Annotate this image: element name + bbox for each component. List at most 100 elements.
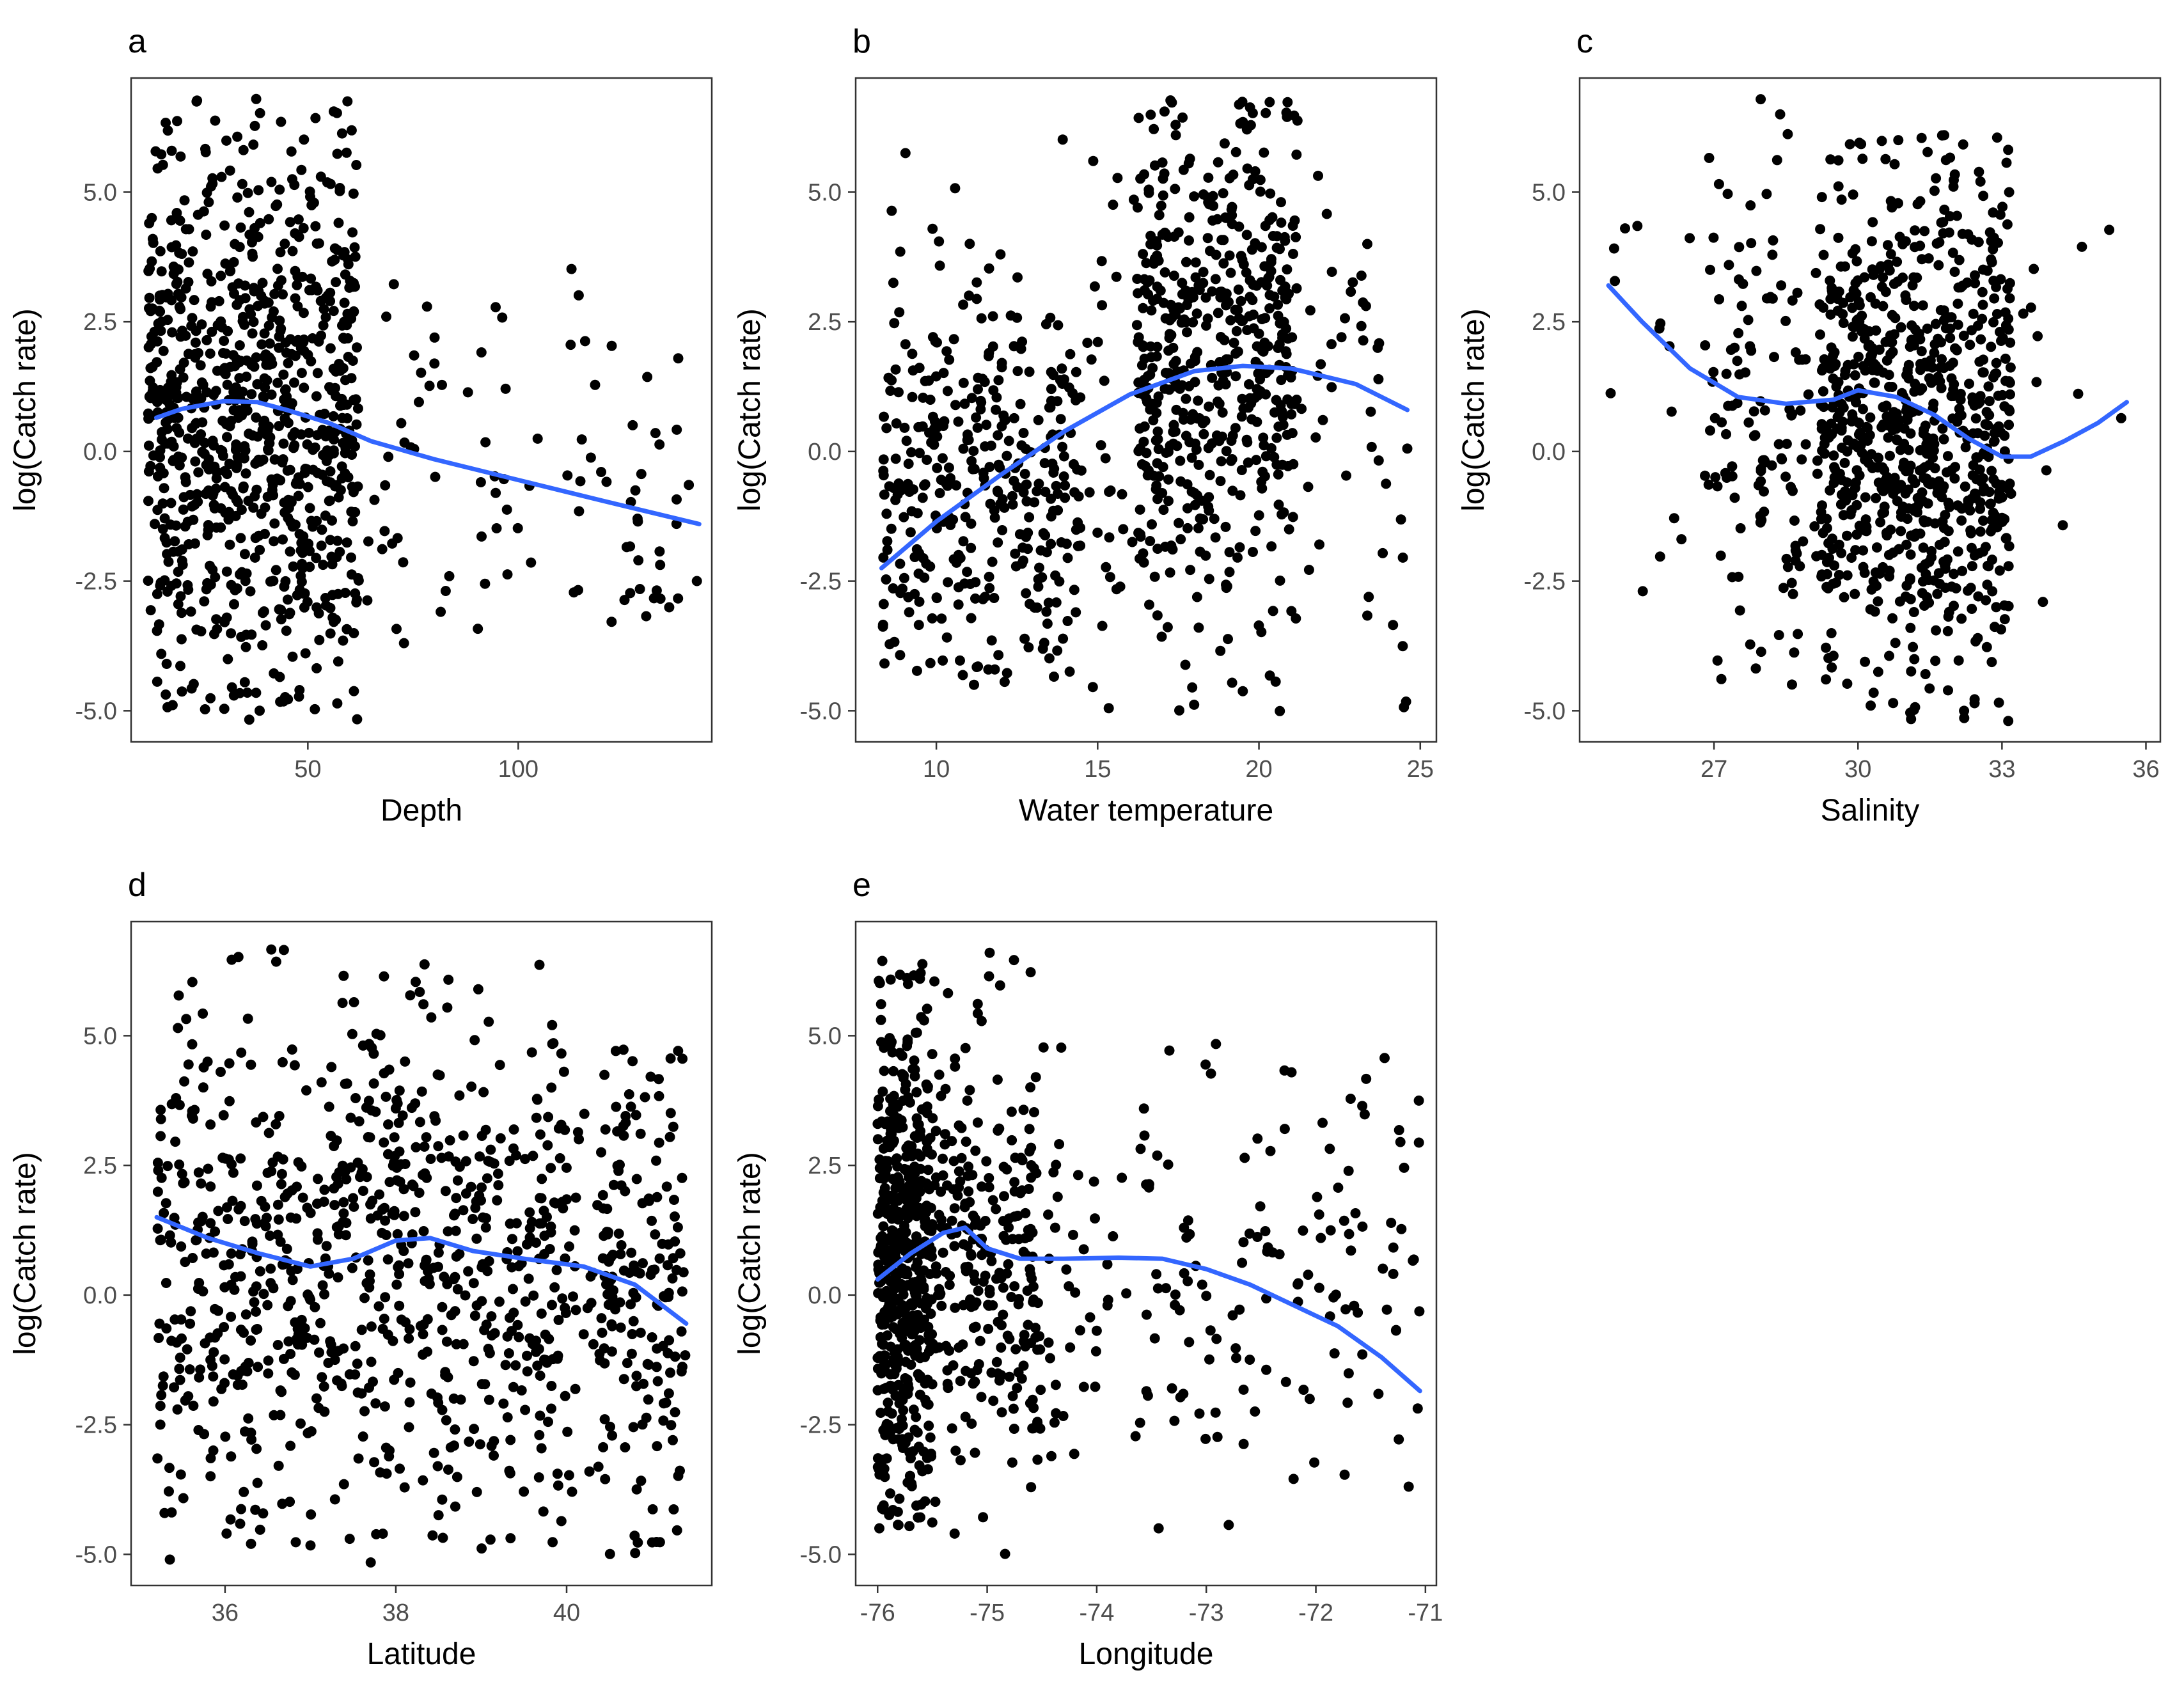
data-point <box>271 201 281 212</box>
data-point <box>1356 320 1367 331</box>
data-point <box>1768 235 1779 246</box>
data-point <box>1861 521 1872 532</box>
data-point <box>1250 1406 1261 1417</box>
data-point <box>437 1325 448 1335</box>
data-point <box>2002 219 2013 230</box>
data-point <box>371 1529 382 1539</box>
data-point <box>411 977 421 987</box>
data-point <box>1314 539 1324 550</box>
data-point <box>626 1348 637 1359</box>
data-point <box>547 1300 557 1310</box>
x-axis-title: Water temperature <box>1019 794 1273 828</box>
data-point <box>1273 421 1284 432</box>
data-point <box>279 394 290 405</box>
data-point <box>263 1368 274 1379</box>
data-point <box>1842 570 1853 581</box>
data-point <box>1071 395 1081 405</box>
data-point <box>1044 653 1055 664</box>
data-point <box>1049 1222 1060 1233</box>
data-point <box>507 1234 517 1245</box>
data-point <box>984 1182 994 1193</box>
data-point <box>618 1374 629 1385</box>
data-point <box>1905 549 1916 560</box>
data-point <box>1906 666 1917 677</box>
data-point <box>1889 329 1900 340</box>
data-point <box>210 1226 221 1237</box>
data-point <box>240 280 251 291</box>
data-point <box>169 1213 180 1223</box>
data-point <box>922 1101 932 1112</box>
data-point <box>265 1231 275 1241</box>
data-point <box>874 1094 884 1105</box>
data-point <box>1052 1192 1063 1202</box>
data-point <box>897 1420 908 1431</box>
data-point <box>891 418 902 429</box>
data-point <box>667 1273 678 1284</box>
data-point <box>189 349 200 359</box>
data-point <box>647 1537 657 1548</box>
data-point <box>914 1335 925 1346</box>
panel-label: c <box>1576 23 1593 60</box>
data-point <box>1227 210 1237 221</box>
data-point <box>677 1362 687 1372</box>
data-point <box>1952 319 1963 330</box>
data-point <box>1238 1438 1249 1449</box>
data-point <box>407 1179 418 1190</box>
data-point <box>228 690 239 701</box>
data-point <box>664 1335 675 1346</box>
data-point <box>980 1216 991 1226</box>
data-point <box>1195 513 1206 524</box>
data-point <box>936 1215 947 1225</box>
data-point <box>182 516 193 527</box>
data-point <box>1321 208 1332 219</box>
data-point <box>155 445 166 456</box>
data-point <box>966 1419 977 1429</box>
data-point <box>677 1286 687 1297</box>
data-point <box>324 496 334 507</box>
data-point <box>615 1322 626 1333</box>
data-point <box>1271 432 1282 443</box>
data-point <box>909 1168 920 1179</box>
data-point <box>278 945 289 956</box>
data-point <box>1138 1103 1149 1114</box>
data-point <box>1213 157 1223 168</box>
data-point <box>1842 530 1852 541</box>
data-point <box>1782 562 1793 572</box>
data-point <box>286 146 297 157</box>
data-point <box>1286 1067 1297 1078</box>
points-layer <box>152 944 691 1568</box>
data-point <box>1964 379 1974 389</box>
data-point <box>265 576 276 587</box>
data-point <box>450 1306 460 1317</box>
data-point <box>650 1229 661 1240</box>
data-point <box>1748 406 1759 417</box>
data-point <box>876 1288 886 1299</box>
data-point <box>1248 547 1258 557</box>
data-point <box>184 1364 195 1375</box>
data-point <box>285 217 295 228</box>
data-point <box>994 1268 1005 1278</box>
data-point <box>912 508 923 519</box>
data-point <box>164 399 175 410</box>
data-point <box>993 537 1003 548</box>
data-point <box>1957 565 1968 576</box>
data-point <box>156 1172 167 1183</box>
data-point <box>2073 388 2084 399</box>
data-point <box>319 1406 330 1417</box>
data-point <box>232 131 243 142</box>
data-point <box>508 1143 519 1154</box>
data-point <box>970 1145 981 1156</box>
data-point <box>1190 377 1200 388</box>
data-point <box>565 340 576 350</box>
data-point <box>380 1292 391 1303</box>
data-point <box>938 1247 948 1258</box>
data-point <box>2004 187 2015 198</box>
data-point <box>143 342 154 352</box>
points-layer <box>143 93 702 725</box>
data-point <box>187 313 198 324</box>
data-point <box>327 559 338 570</box>
data-point <box>346 552 356 563</box>
data-point <box>1184 212 1195 223</box>
data-point <box>1269 407 1280 418</box>
data-point <box>1897 272 1908 283</box>
